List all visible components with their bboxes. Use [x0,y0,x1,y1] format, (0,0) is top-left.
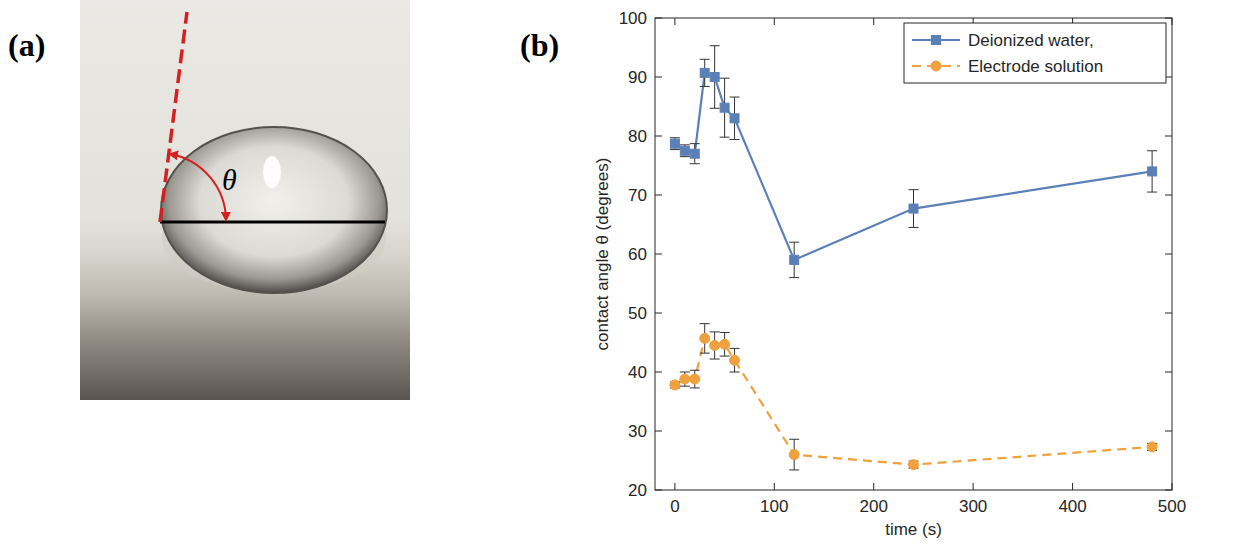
data-point [1147,442,1157,452]
x-tick [774,483,775,490]
data-point [730,355,740,365]
data-point [670,139,679,148]
y-tick-label: 40 [628,363,647,382]
error-bar [680,145,690,157]
drop-highlight [263,156,281,188]
error-bar [730,348,740,372]
data-point [690,374,700,384]
error-bar [700,59,710,86]
data-layer [670,46,1157,470]
y-tick [1165,254,1172,255]
y-tick-label: 100 [619,9,647,28]
y-tick [1165,372,1172,373]
error-bar [700,324,710,354]
error-bar [1147,151,1157,192]
x-tick-label: 400 [1058,497,1086,516]
y-tick-label: 90 [628,68,647,87]
error-bar [730,97,740,139]
x-tick-label: 100 [760,497,788,516]
error-bar [789,439,799,470]
series-line [675,73,1152,260]
y-tick [655,254,662,255]
plot-area [655,18,1172,490]
data-point [730,114,739,123]
x-tick [674,483,675,490]
angle-label: θ [222,163,237,196]
axes: 0 100 200 300 400 500 20 30 40 50 60 70 80 90 100 [619,9,1187,516]
baseline [160,221,385,224]
angle-arc [170,154,226,220]
y-tick [1165,313,1172,314]
y-tick-label: 20 [628,481,647,500]
legend-label: Deionized water, [968,31,1094,50]
y-tick-label: 80 [628,127,647,146]
x-tick-label: 500 [1158,497,1186,516]
x-tick [973,483,974,490]
legend-marker [932,36,941,45]
y-tick [1165,195,1172,196]
y-tick [655,195,662,196]
legend-label: Electrode solution [968,57,1103,76]
data-point [710,73,719,82]
x-tick [674,18,675,25]
y-tick-label: 30 [628,422,647,441]
x-tick [873,483,874,490]
error-bar [909,190,919,228]
y-tick-label: 60 [628,245,647,264]
legend-box [904,23,1166,83]
photo-background [80,0,410,400]
x-tick-label: 0 [670,497,679,516]
y-tick [1165,136,1172,137]
y-tick [655,431,662,432]
error-bar [690,144,700,164]
error-bar [720,332,730,356]
data-point [700,68,709,77]
x-tick [1072,483,1073,490]
figure: θ (a) (b) 0 100 200 300 400 500 20 30 40 50 60 70 80 90 1… [0,0,1239,550]
y-tick [1165,431,1172,432]
error-bar [720,78,730,137]
data-point [680,146,689,155]
x-tick [774,18,775,25]
error-bar [670,138,680,150]
data-point [670,380,680,390]
data-point [680,374,690,384]
y-tick [655,313,662,314]
photo [80,0,410,400]
error-bar [710,46,720,109]
data-point [720,339,730,349]
data-point [790,255,799,264]
error-bar [789,242,799,277]
tangent-line [160,12,187,222]
x-tick-label: 200 [860,497,888,516]
data-point [909,204,918,213]
legend: Deionized water, Electrode solution [904,23,1166,83]
data-point [700,333,710,343]
y-tick [655,372,662,373]
panel-letter: (b) [520,27,559,63]
x-tick-label: 300 [959,497,987,516]
x-tick [873,18,874,25]
series [670,324,1157,470]
drop [161,127,387,293]
data-point [720,103,729,112]
y-axis-title: contact angle θ (degrees) [593,158,612,351]
panel-letter: (a) [8,27,45,63]
data-point [909,460,919,470]
plot-frame [655,18,1172,490]
y-tick [655,77,662,78]
error-bar [710,332,720,359]
y-tick-label: 50 [628,304,647,323]
data-point [710,340,720,350]
y-tick-label: 70 [628,186,647,205]
legend-marker [931,61,941,71]
error-bar [690,370,700,388]
error-bar [680,372,690,386]
series-line [675,338,1152,464]
data-point [1148,167,1157,176]
data-point [789,450,799,460]
y-tick [655,136,662,137]
x-axis-title: time (s) [885,520,942,539]
data-point [690,149,699,158]
